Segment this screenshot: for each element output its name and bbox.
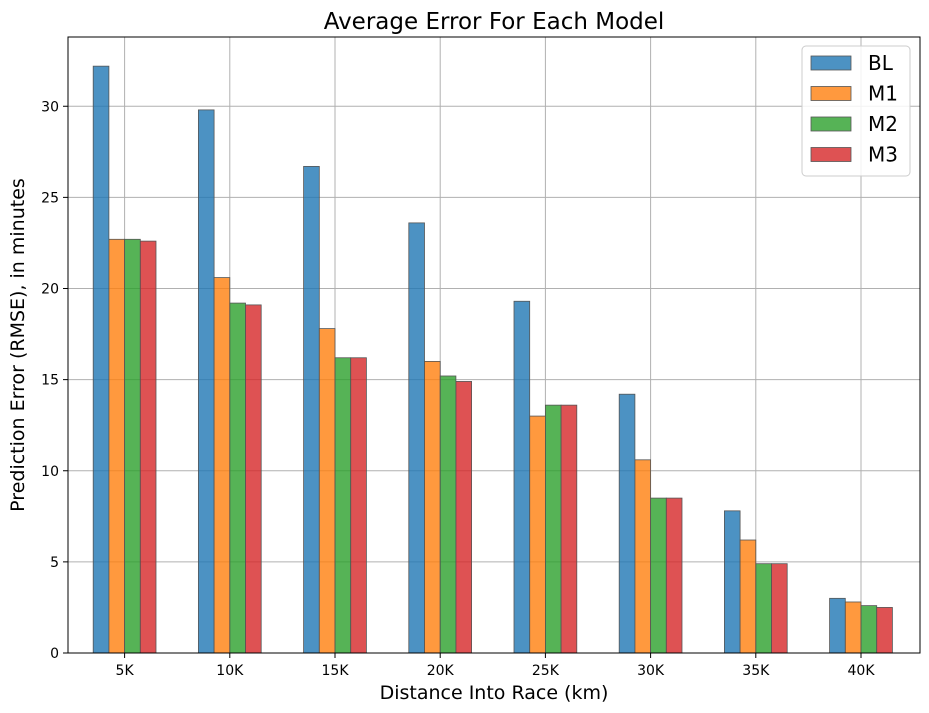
bar-m2-30k: [650, 497, 667, 654]
y-tick-label: 20: [41, 282, 59, 298]
y-tick-label: 10: [41, 464, 59, 480]
x-tick-label: 15K: [322, 663, 350, 679]
legend-swatch-m2: [810, 116, 852, 132]
bar-m3-40k: [876, 607, 893, 654]
bar-bl-35k: [724, 510, 741, 654]
bar-m1-15k: [318, 328, 336, 654]
bar-m3-15k: [350, 357, 367, 654]
bar-m2-15k: [334, 357, 352, 654]
bar-m3-5k: [139, 240, 157, 654]
bar-bl-20k: [408, 222, 425, 654]
y-tick-label: 15: [41, 373, 59, 389]
bar-bl-10k: [197, 109, 215, 654]
bar-m1-10k: [213, 277, 231, 654]
legend-box: [801, 45, 911, 177]
legend-swatch-m1: [810, 86, 852, 101]
x-tick-label: 5K: [116, 663, 135, 679]
y-tick-label: 25: [41, 190, 59, 206]
bar-m2-40k: [860, 605, 878, 654]
x-tick-label: 25K: [532, 663, 560, 679]
bar-m2-35k: [755, 563, 772, 654]
x-tick-label: 20K: [427, 663, 455, 679]
bars: [92, 65, 893, 654]
bar-m1-35k: [739, 539, 757, 654]
legend-label-bl: BL: [868, 51, 894, 75]
bar-m2-20k: [439, 375, 457, 654]
bar-m1-5k: [108, 238, 126, 654]
chart-title: Average Error For Each Model: [324, 9, 665, 35]
bar-bl-40k: [829, 597, 846, 654]
bar-bl-25k: [513, 300, 531, 654]
bar-bl-5k: [92, 65, 110, 654]
bar-m1-40k: [844, 601, 862, 654]
bar-m2-25k: [545, 404, 562, 654]
bar-m3-25k: [560, 404, 578, 654]
legend-label-m3: M3: [868, 143, 898, 167]
bar-bl-30k: [618, 393, 636, 654]
y-axis-label: Prediction Error (RMSE), in minutes: [7, 178, 29, 512]
legend-label-m2: M2: [868, 112, 898, 136]
grid: [68, 37, 920, 654]
bar-bl-15k: [303, 165, 320, 654]
bar-m2-10k: [229, 302, 246, 654]
y-tick-label: 0: [50, 646, 59, 662]
bar-m3-30k: [665, 497, 683, 654]
x-tick-label: 10K: [216, 663, 244, 679]
bar-m1-25k: [529, 415, 546, 654]
bar-m1-20k: [424, 361, 441, 654]
axis-ticks: 0 5 10 15 20 25 30 5K 10K 15K 20K 25K 30K 35K 40K: [41, 99, 875, 679]
x-axis-label: Distance Into Race (km): [380, 682, 609, 704]
bar-m3-10k: [245, 304, 262, 654]
bar-m3-35k: [771, 563, 788, 654]
plot-frame: [67, 36, 921, 654]
y-tick-label: 5: [50, 555, 59, 571]
bar-m3-20k: [455, 381, 472, 654]
x-tick-label: 35K: [742, 663, 770, 679]
bar-m1-30k: [634, 459, 652, 654]
legend-swatch-bl: [810, 55, 852, 71]
x-tick-label: 30K: [637, 663, 665, 679]
bar-m2-5k: [124, 238, 141, 654]
y-tick-label: 30: [41, 99, 59, 115]
legend: BL M1 M2 M3: [801, 45, 911, 177]
legend-label-m1: M1: [868, 82, 898, 106]
x-tick-label: 40K: [848, 663, 876, 679]
legend-swatch-m3: [810, 147, 852, 162]
